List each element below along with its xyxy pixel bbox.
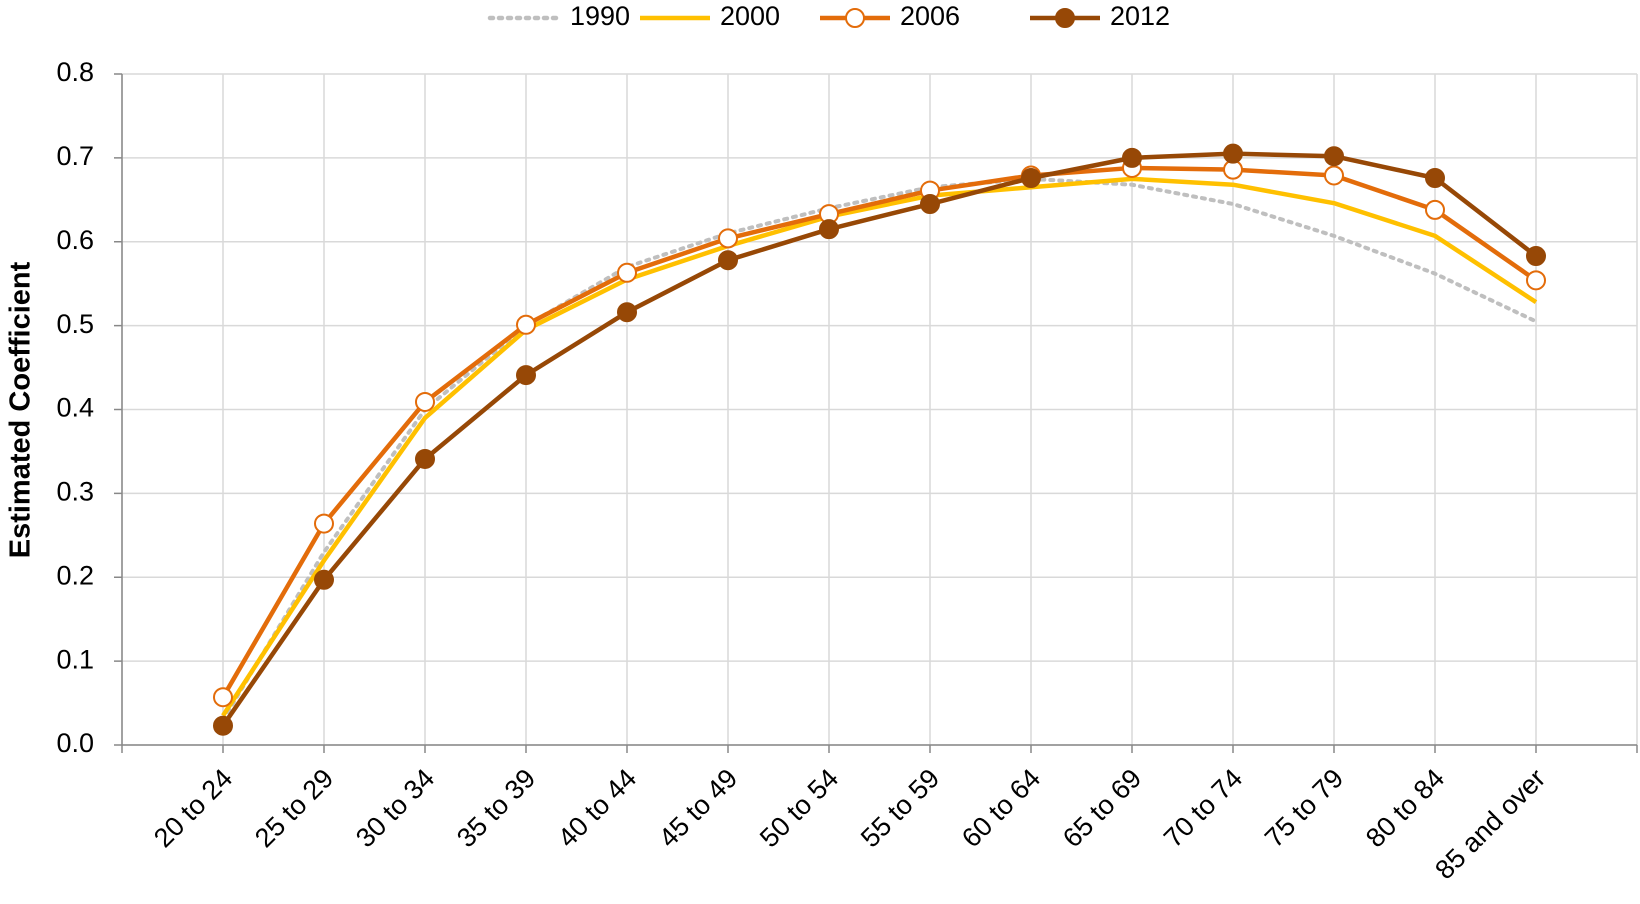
y-tick-label: 0.8 bbox=[56, 57, 94, 87]
marker bbox=[1223, 143, 1243, 164]
y-tick-label: 0.6 bbox=[56, 225, 94, 255]
x-tick-label: 25 to 29 bbox=[249, 763, 339, 853]
x-tick-label: 65 to 69 bbox=[1057, 763, 1147, 853]
x-tick-label: 60 to 64 bbox=[956, 763, 1046, 853]
y-tick-label: 0.0 bbox=[56, 728, 94, 758]
y-tick-label: 0.3 bbox=[56, 477, 94, 507]
x-tick-label: 80 to 84 bbox=[1360, 763, 1450, 853]
marker bbox=[1324, 165, 1344, 186]
marker bbox=[617, 262, 637, 283]
marker bbox=[718, 250, 738, 271]
marker bbox=[920, 194, 940, 215]
marker bbox=[1324, 146, 1344, 167]
x-tick-label: 70 to 74 bbox=[1158, 763, 1248, 853]
series-line bbox=[221, 176, 1538, 722]
y-tick-label: 0.7 bbox=[56, 141, 94, 171]
y-tick-label: 0.4 bbox=[56, 393, 94, 423]
legend-marker bbox=[845, 8, 865, 28]
marker bbox=[314, 513, 334, 534]
x-tick-label: 85 and over bbox=[1429, 763, 1551, 885]
series-line bbox=[221, 176, 1538, 717]
marker bbox=[1526, 270, 1546, 291]
y-tick-label: 0.1 bbox=[56, 644, 94, 674]
y-axis-label: Estimated Coefficient bbox=[5, 261, 37, 558]
marker bbox=[819, 219, 839, 240]
y-tick-label: 0.5 bbox=[56, 309, 94, 339]
marker bbox=[213, 687, 233, 708]
x-tick-label: 50 to 54 bbox=[754, 763, 844, 853]
marker bbox=[415, 448, 435, 469]
x-tick-label: 40 to 44 bbox=[552, 763, 642, 853]
x-tick-label: 30 to 34 bbox=[350, 763, 440, 853]
marker bbox=[213, 715, 233, 736]
series-line bbox=[221, 151, 1538, 727]
marker bbox=[516, 314, 536, 335]
marker bbox=[1526, 246, 1546, 267]
x-tick-label: 20 to 24 bbox=[148, 763, 238, 853]
marker bbox=[1425, 199, 1445, 220]
y-tick-label: 0.2 bbox=[56, 560, 94, 590]
marker bbox=[314, 569, 334, 590]
marker bbox=[516, 365, 536, 386]
marker bbox=[415, 391, 435, 412]
marker bbox=[718, 228, 738, 249]
x-tick-label: 75 to 79 bbox=[1259, 763, 1349, 853]
x-tick-label: 45 to 49 bbox=[653, 763, 743, 853]
marker bbox=[1122, 147, 1142, 168]
legend-label: 2006 bbox=[900, 1, 960, 31]
x-tick-label: 35 to 39 bbox=[451, 763, 541, 853]
legend-label: 2000 bbox=[720, 1, 780, 31]
legend-marker bbox=[1055, 8, 1075, 28]
marker bbox=[1425, 168, 1445, 189]
marker bbox=[617, 302, 637, 323]
series-line bbox=[221, 165, 1538, 699]
legend-label: 2012 bbox=[1110, 1, 1170, 31]
x-tick-label: 55 to 59 bbox=[855, 763, 945, 853]
marker bbox=[1021, 168, 1041, 189]
legend-label: 1990 bbox=[570, 1, 630, 31]
